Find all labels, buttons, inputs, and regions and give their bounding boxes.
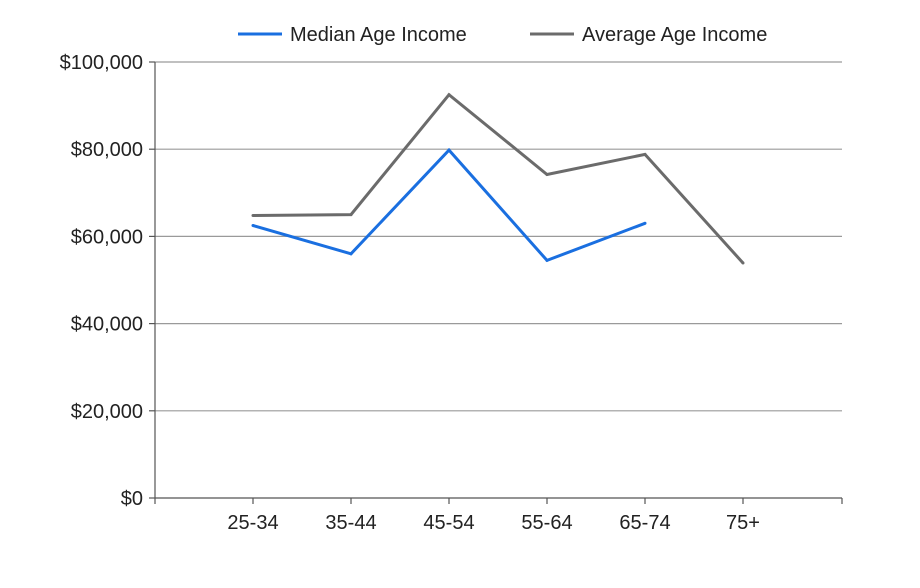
y-tick-label: $80,000	[71, 139, 143, 161]
y-axis-ticks: $0 $20,000 $40,000 $60,000 $80,000 $100,000	[60, 52, 155, 510]
data-point	[741, 261, 745, 265]
series-lines	[251, 92, 745, 265]
y-tick-label: $20,000	[71, 401, 143, 423]
data-point	[545, 173, 549, 176]
data-point	[545, 258, 549, 262]
data-point	[251, 224, 255, 227]
x-tick-label: 75+	[726, 512, 760, 534]
y-tick-label: $100,000	[60, 52, 143, 74]
data-point	[349, 213, 353, 217]
legend-label: Average Age Income	[582, 24, 767, 46]
gridlines	[155, 61, 842, 412]
legend-label: Median Age Income	[290, 24, 467, 46]
axes	[154, 62, 843, 504]
x-tick-label: 55-64	[521, 512, 572, 534]
x-tick-label: 65-74	[619, 512, 670, 534]
series-line-average-age-income	[252, 92, 745, 265]
y-tick-label: $0	[121, 488, 143, 510]
data-point	[251, 214, 255, 217]
x-tick-label: 25-34	[227, 512, 278, 534]
y-tick-label: $60,000	[71, 226, 143, 248]
data-point	[447, 93, 451, 97]
data-point	[447, 148, 451, 152]
x-tick-label: 35-44	[325, 512, 376, 534]
y-tick-label: $40,000	[71, 314, 143, 336]
x-axis-ticks: 25-34 35-44 45-54 55-64 65-74 75+	[227, 498, 760, 534]
legend: Median Age Income Average Age Income	[238, 24, 767, 46]
data-point	[349, 252, 353, 256]
data-point	[643, 221, 647, 225]
x-tick-label: 45-54	[423, 512, 474, 534]
data-point	[643, 152, 647, 156]
